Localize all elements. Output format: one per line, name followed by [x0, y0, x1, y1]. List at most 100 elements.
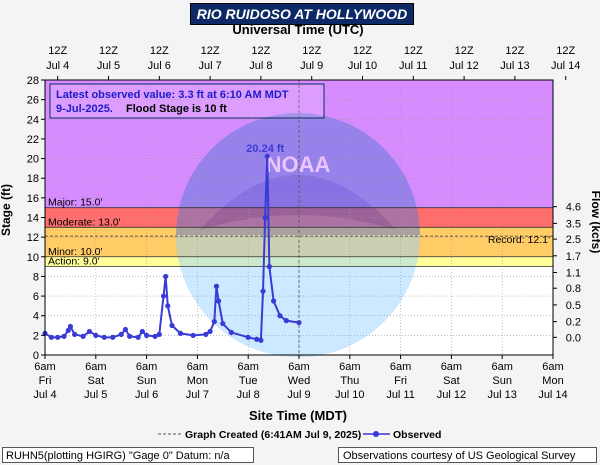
observed-point [264, 153, 270, 159]
y-tick-label: 18 [27, 173, 39, 185]
observed-point [213, 283, 220, 289]
observed-point [80, 333, 86, 339]
observed-point [262, 214, 268, 221]
flood-stage-text: Flood Stage is 10 ft [126, 103, 227, 115]
top-tick-label: 12Z [99, 45, 118, 57]
footer-datum-info: RUHN5(plotting HGIRG) "Gage 0" Datum: n/… [2, 447, 254, 463]
y2-axis-label: Flow (kcfs) [589, 191, 600, 254]
footer-source: Observations courtesy of US Geological S… [338, 447, 597, 463]
observed-point [228, 329, 234, 336]
x-tick-label: Jul 9 [287, 389, 310, 401]
svg-text:NOAA: NOAA [266, 152, 331, 177]
observed-point [156, 331, 162, 337]
observed-point [72, 331, 78, 337]
observed-point [271, 298, 277, 304]
x-tick-label: Jul 14 [538, 389, 567, 401]
top-tick-label: Jul 4 [46, 60, 69, 72]
observed-point [118, 331, 124, 337]
observed-point [48, 334, 54, 340]
observed-series: 20.24 ft [42, 80, 302, 355]
x-tick-label: 6am [136, 361, 157, 373]
x-tick-label: Jul 10 [335, 389, 364, 401]
observed-point [110, 334, 116, 340]
observed-point [65, 327, 71, 334]
y-tick-label: 22 [27, 134, 39, 146]
top-tick-label: Jul 6 [148, 60, 171, 72]
top-tick-label: 12Z [251, 45, 270, 57]
y-tick-label: 10 [27, 252, 39, 264]
top-tick-label: Jul 14 [551, 60, 580, 72]
observed-point [122, 326, 129, 333]
x-tick-label: Wed [288, 375, 310, 387]
y-tick-label: 6 [33, 291, 39, 303]
chart-title: RIO RUIDOSO AT HOLLYWOOD [190, 3, 414, 25]
x-tick-label: Fri [394, 375, 407, 387]
x-tick-label: Tue [239, 375, 258, 387]
x-tick-label: 6am [339, 361, 360, 373]
top-tick-label: 12Z [353, 45, 372, 57]
latest-value-box: Latest observed value: 3.3 ft at 6:10 AM… [49, 83, 325, 119]
x-tick-label: Mon [542, 375, 563, 387]
top-tick-label: Jul 8 [249, 60, 272, 72]
hydrograph-chart: Universal Time (UTC) NOAA Action: 9.0'Mi… [0, 22, 600, 441]
x-tick-label: 6am [288, 361, 309, 373]
y-tick-label: 2 [33, 330, 39, 342]
y-tick-label: 16 [27, 193, 39, 205]
x-tick-label: Sat [443, 375, 460, 387]
threshold-label: Major: 15.0' [48, 197, 103, 209]
record-label: Record: 12.1' [488, 234, 550, 246]
observed-point [169, 322, 175, 329]
top-tick-label: Jul 11 [399, 60, 428, 72]
threshold-label: Minor: 10.0' [48, 246, 103, 258]
top-tick-label: Jul 13 [500, 60, 529, 72]
x-tick-label: 6am [237, 361, 258, 373]
x-tick-label: Fri [39, 375, 52, 387]
observed-point [101, 334, 107, 340]
x-tick-label: 6am [34, 361, 55, 373]
x-tick-label: Jul 11 [386, 389, 415, 401]
x-tick-label: Jul 7 [186, 389, 209, 401]
y-tick-label: 12 [27, 232, 39, 244]
x-tick-label: Jul 13 [488, 389, 517, 401]
x-tick-label: Jul 4 [33, 389, 56, 401]
top-tick-label: 12Z [455, 45, 474, 57]
y-tick-label: 4 [33, 311, 39, 323]
y-tick-label: 26 [27, 95, 39, 107]
observed-point [215, 298, 222, 304]
y-tick-label: 0 [33, 350, 39, 362]
observed-point [152, 333, 158, 339]
observed-point [203, 331, 209, 337]
x-tick-label: Sun [492, 375, 512, 387]
observed-point [139, 328, 145, 335]
y2-tick-label: 3.5 [566, 218, 581, 230]
y2-tick-label: 1.7 [566, 251, 581, 263]
x-tick-label: Jul 12 [437, 389, 466, 401]
x-tick-label: 6am [542, 361, 563, 373]
y-tick-label: 8 [33, 271, 39, 283]
top-tick-label: 12Z [150, 45, 169, 57]
x-tick-label: 6am [85, 361, 106, 373]
chart-axes: 02468101214161820222426280.00.20.50.81.1… [27, 45, 581, 401]
legend: Graph Created (6:41AM Jul 9, 2025) Obser… [158, 429, 441, 441]
y-tick-label: 14 [27, 213, 39, 225]
observed-point [283, 318, 289, 324]
observed-point [55, 334, 61, 340]
top-tick-label: Jul 12 [449, 60, 478, 72]
legend-graph-created: Graph Created (6:41AM Jul 9, 2025) [185, 429, 361, 441]
observed-point [93, 332, 99, 338]
top-tick-label: 12Z [48, 45, 67, 57]
observed-point [61, 333, 67, 339]
top-tick-label: 12Z [505, 45, 524, 57]
observed-point [144, 332, 150, 338]
x-tick-label: 6am [187, 361, 208, 373]
y-tick-label: 20 [27, 154, 39, 166]
observed-point [266, 264, 272, 270]
y2-tick-label: 4.6 [566, 202, 581, 214]
x-tick-label: Sat [88, 375, 105, 387]
observed-point [245, 334, 251, 340]
x-tick-label: 6am [441, 361, 462, 373]
top-tick-label: Jul 9 [300, 60, 323, 72]
y-tick-label: 24 [27, 114, 39, 126]
observed-point [165, 303, 171, 309]
observed-point [127, 333, 133, 339]
